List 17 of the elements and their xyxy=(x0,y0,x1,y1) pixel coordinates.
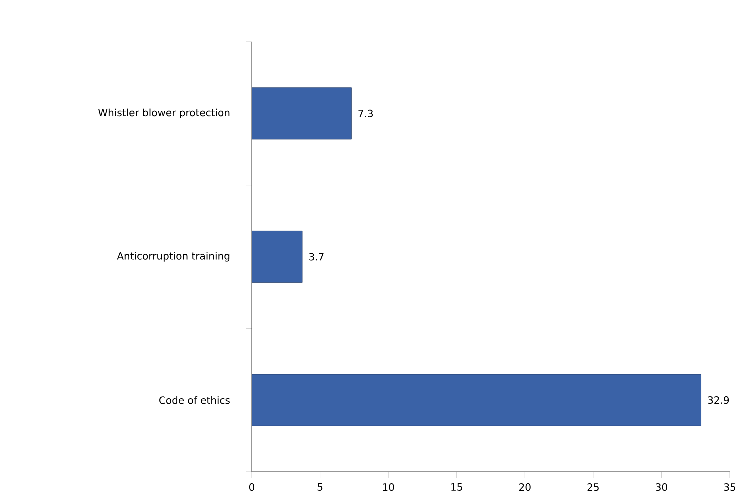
data-label: 32.9 xyxy=(708,396,730,404)
x-tick-label: 15 xyxy=(452,483,462,491)
y-tick-label: Anticorruption training xyxy=(117,252,230,262)
x-tick-label: 10 xyxy=(383,483,394,491)
x-tick-label: 35 xyxy=(724,483,736,491)
y-tick-label: Code of ethics xyxy=(160,396,230,404)
y-tick-label: Whistler blower protection xyxy=(98,108,230,118)
bar xyxy=(252,374,702,426)
x-tick-label: 30 xyxy=(656,483,668,491)
data-label: 3.7 xyxy=(310,253,324,261)
x-tick-label: 0 xyxy=(249,483,255,491)
data-label: 7.3 xyxy=(358,110,374,118)
x-tick-label: 25 xyxy=(588,483,599,491)
bar xyxy=(252,230,303,283)
x-tick-label: 5 xyxy=(318,483,323,491)
x-tick-label: 20 xyxy=(520,483,531,491)
bar xyxy=(252,87,352,140)
